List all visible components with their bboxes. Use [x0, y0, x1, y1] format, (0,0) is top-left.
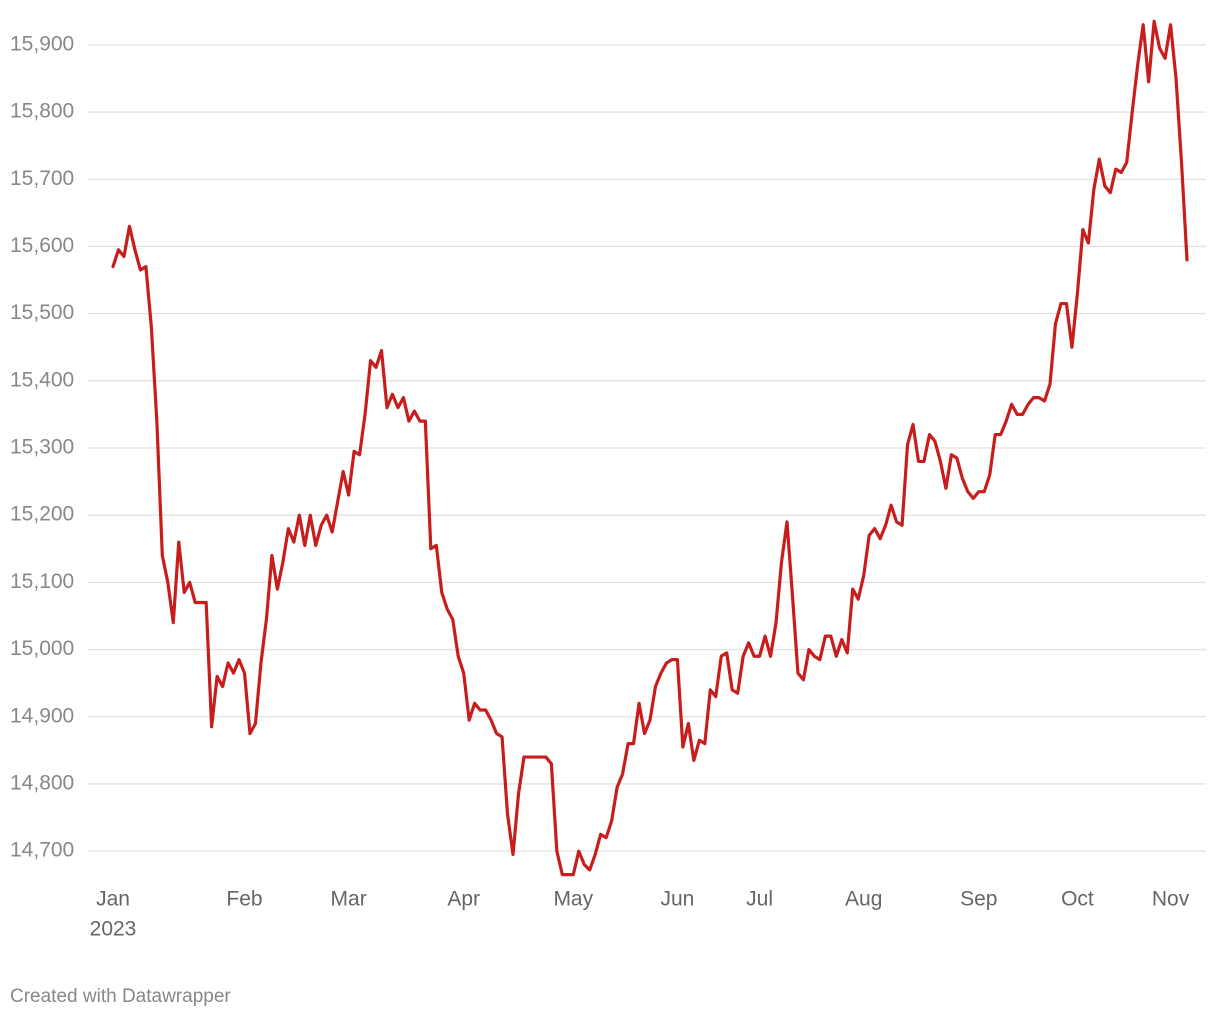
y-tick-label: 14,900: [10, 704, 74, 727]
year-label: 2023: [90, 918, 137, 941]
y-tick-label: 15,300: [10, 436, 74, 459]
x-tick-label: Jul: [746, 888, 773, 911]
price-line: [111, 19, 1189, 877]
x-tick-label: Oct: [1061, 888, 1094, 911]
y-tick-label: 15,000: [10, 637, 74, 660]
y-tick-label: 15,700: [10, 167, 74, 190]
x-tick-label: Feb: [226, 888, 262, 911]
x-tick-label: Apr: [447, 888, 480, 911]
y-tick-label: 15,800: [10, 100, 74, 123]
x-tick-label: Nov: [1152, 888, 1190, 911]
y-tick-label: 15,500: [10, 301, 74, 324]
x-tick-label: Mar: [331, 888, 367, 911]
y-tick-label: 15,400: [10, 368, 74, 391]
y-tick-label: 15,200: [10, 503, 74, 526]
x-tick-label: Sep: [960, 888, 997, 911]
x-tick-label: Jun: [660, 888, 694, 911]
y-tick-label: 15,900: [10, 32, 74, 55]
y-tick-label: 14,700: [10, 839, 74, 862]
x-tick-label: Aug: [845, 888, 882, 911]
x-tick-label: May: [553, 888, 593, 911]
x-tick-label: Jan: [96, 888, 130, 911]
y-tick-label: 14,800: [10, 771, 74, 794]
y-tick-label: 15,600: [10, 234, 74, 257]
y-tick-label: 15,100: [10, 570, 74, 593]
credit: Created with Datawrapper: [10, 986, 231, 1007]
